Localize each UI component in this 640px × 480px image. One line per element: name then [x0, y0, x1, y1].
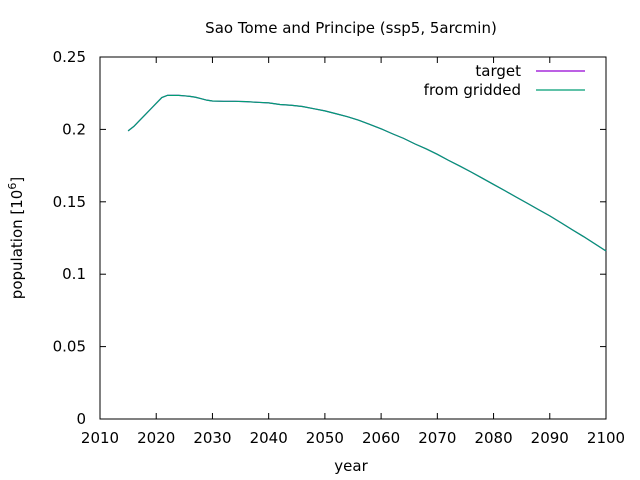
y-axis-label-base: population [10	[8, 190, 26, 300]
legend-label-target: target	[475, 62, 521, 80]
x-tick-label: 2060	[362, 429, 400, 447]
x-tick-label: 2090	[531, 429, 569, 447]
chart-title: Sao Tome and Principe (ssp5, 5arcmin)	[205, 19, 497, 37]
series-line-target	[127, 94, 607, 252]
x-tick-label: 2100	[587, 429, 625, 447]
y-tick-label: 0	[76, 410, 86, 428]
x-tick-label: 2050	[306, 429, 344, 447]
legend: target from gridded	[424, 62, 585, 99]
x-tick-label: 2020	[137, 429, 175, 447]
x-tick-label: 2030	[193, 429, 231, 447]
y-tick-label: 0.1	[62, 265, 86, 283]
y-axis-label-exponent: 6	[6, 183, 19, 190]
x-tick-label: 2070	[418, 429, 456, 447]
y-tick-label: 0.15	[53, 193, 86, 211]
x-tick-label: 2010	[81, 429, 119, 447]
series-lines	[127, 94, 607, 252]
y-axis-label-close: ]	[8, 177, 26, 183]
x-tick-label: 2040	[250, 429, 288, 447]
x-tick-label: 2080	[474, 429, 512, 447]
y-axis-label: population [106]	[6, 177, 26, 299]
x-axis: 2010 2020 2030 2040 2050 2060 2070 2080 2090 2100	[81, 57, 625, 447]
x-axis-label: year	[334, 457, 368, 475]
plot-frame	[99, 56, 607, 420]
y-tick-label: 0.05	[53, 338, 86, 356]
series-line-from-gridded	[127, 94, 607, 252]
y-tick-label: 0.25	[53, 48, 86, 66]
y-axis: 0 0.05 0.1 0.15 0.2 0.25	[53, 48, 606, 428]
legend-label-from-gridded: from gridded	[424, 81, 521, 99]
y-tick-label: 0.2	[62, 120, 86, 138]
